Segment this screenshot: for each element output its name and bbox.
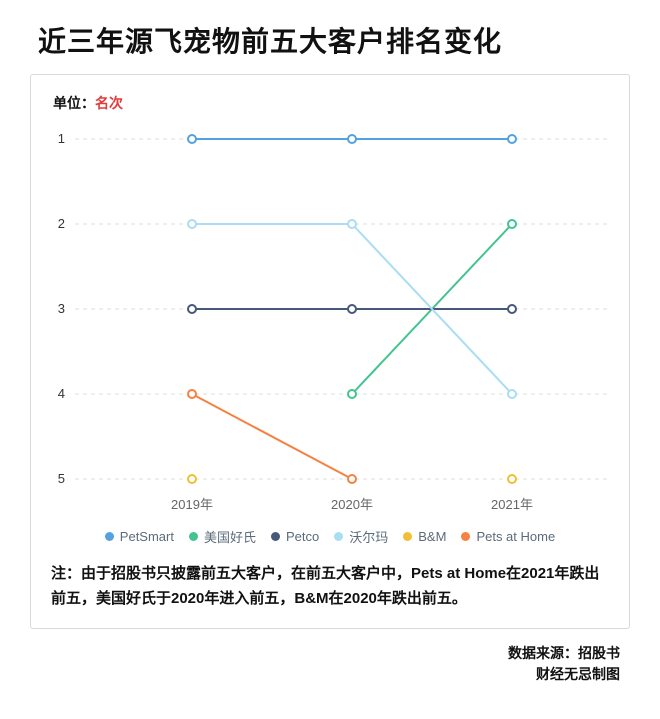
legend-item: 沃尔玛 bbox=[334, 527, 388, 546]
y-tick-label: 5 bbox=[58, 471, 65, 486]
y-tick-label: 3 bbox=[58, 301, 65, 316]
legend-label: Petco bbox=[286, 529, 320, 544]
footnote: 注：由于招股书只披露前五大客户，在前五大客户中，Pets at Home在202… bbox=[51, 565, 600, 607]
data-point bbox=[187, 134, 197, 144]
data-source: 数据来源：招股书 财经无忌制图 bbox=[0, 643, 620, 686]
legend-label: PetSmart bbox=[119, 529, 174, 544]
legend-label: 美国好氏 bbox=[203, 530, 256, 545]
data-point bbox=[347, 474, 357, 484]
data-point bbox=[347, 304, 357, 314]
legend-dot-icon bbox=[334, 532, 344, 541]
series-line bbox=[351, 223, 513, 395]
chart-legend: PetSmart 美国好氏 Petco 沃尔玛 B&M Pets at Home bbox=[47, 527, 613, 546]
data-point bbox=[507, 304, 517, 314]
legend-item: Pets at Home bbox=[461, 529, 555, 544]
legend-item: B&M bbox=[403, 529, 446, 544]
legend-dot-icon bbox=[104, 532, 114, 541]
chart-area: 1 2 3 4 5 2019年 2020年 2021年 bbox=[47, 119, 613, 517]
data-point bbox=[347, 134, 357, 144]
y-tick-label: 4 bbox=[58, 386, 65, 401]
unit-label-value: 名次 bbox=[95, 95, 123, 111]
legend-dot-icon bbox=[403, 532, 413, 541]
legend-dot-icon bbox=[188, 532, 198, 541]
data-point bbox=[187, 304, 197, 314]
data-source-line2: 财经无忌制图 bbox=[536, 666, 620, 683]
legend-item: 美国好氏 bbox=[188, 527, 256, 546]
data-point bbox=[347, 389, 357, 399]
data-point bbox=[507, 474, 517, 484]
legend-label: B&M bbox=[418, 529, 447, 544]
y-tick-label: 1 bbox=[58, 131, 65, 146]
y-tick-label: 2 bbox=[58, 216, 65, 231]
chart-panel: 单位：名次 1 2 3 4 5 2019年 2020年 2021年 PetSmart 美国好氏 P… bbox=[30, 74, 630, 629]
data-point bbox=[347, 219, 357, 229]
data-point bbox=[507, 134, 517, 144]
data-point bbox=[187, 219, 197, 229]
data-source-line1: 数据来源：招股书 bbox=[508, 644, 620, 661]
legend-label: Pets at Home bbox=[476, 529, 556, 544]
legend-dot-icon bbox=[461, 532, 471, 541]
series-line bbox=[191, 393, 353, 480]
legend-dot-icon bbox=[271, 532, 280, 541]
data-point bbox=[507, 219, 517, 229]
page-title: 近三年源飞宠物前五大客户排名变化 bbox=[38, 26, 503, 57]
x-tick-label: 2019年 bbox=[171, 497, 213, 512]
x-tick-label: 2020年 bbox=[331, 497, 373, 512]
unit-label: 单位：名次 bbox=[53, 93, 613, 113]
rank-chart: 1 2 3 4 5 2019年 2020年 2021年 bbox=[58, 131, 607, 512]
unit-label-prefix: 单位： bbox=[53, 95, 95, 111]
x-tick-label: 2021年 bbox=[491, 497, 533, 512]
data-point bbox=[507, 389, 517, 399]
legend-item: PetSmart bbox=[104, 529, 174, 544]
data-point bbox=[187, 474, 197, 484]
legend-label: 沃尔玛 bbox=[349, 530, 389, 545]
legend-item: Petco bbox=[271, 529, 319, 544]
data-point bbox=[187, 389, 197, 399]
